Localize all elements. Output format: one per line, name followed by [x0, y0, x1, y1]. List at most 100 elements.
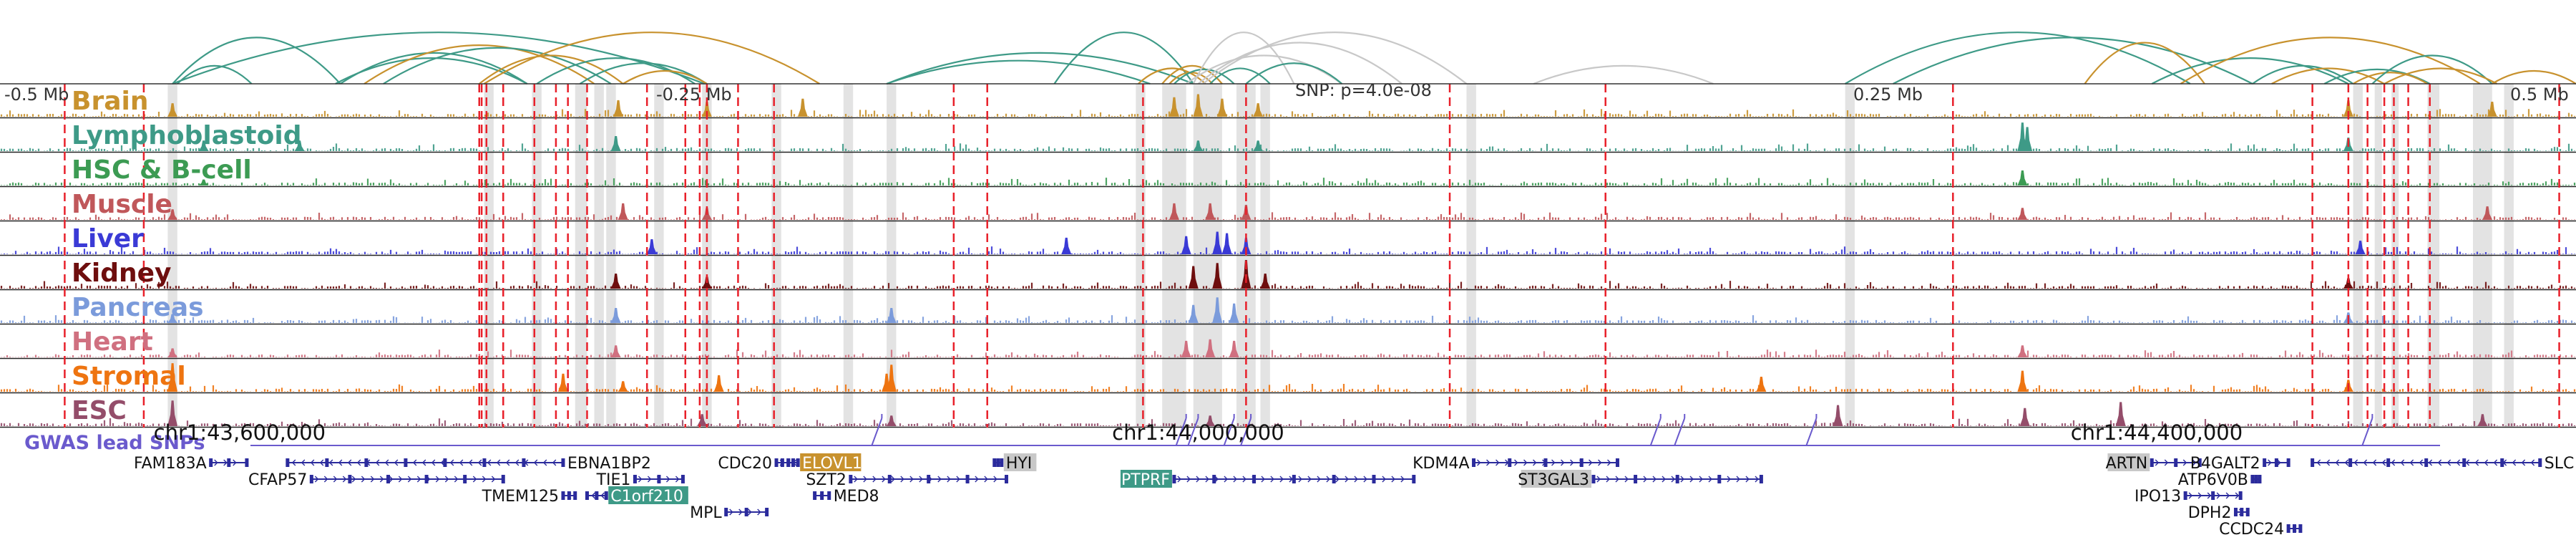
gene-label: ST3GAL3 [1518, 471, 1589, 489]
gwas-snp-marker [1240, 418, 1252, 446]
signal-peak [1205, 339, 1216, 357]
loop-arc [1209, 67, 1271, 85]
gene-label: CCDC24 [2219, 521, 2284, 537]
gene: PTPRF [1120, 470, 1416, 489]
gwas-snp-marker [1187, 418, 1199, 446]
signal-peak [2343, 278, 2353, 289]
signal-peak [1212, 231, 1223, 254]
gene-exon [561, 491, 565, 500]
gene-exon [2258, 475, 2262, 483]
track-signal-noise [0, 212, 2576, 220]
gene-exon [561, 458, 565, 467]
signal-peak [2477, 414, 2488, 426]
signal-peak [167, 363, 178, 392]
loop-arc [1845, 32, 2191, 85]
loop-arc [1197, 42, 1402, 85]
gene-exon [633, 475, 637, 483]
loop-arc [1533, 64, 1714, 85]
track-label: ESC [72, 396, 127, 425]
gwas-snp-marker [1805, 418, 1818, 446]
gene-exon [482, 458, 487, 467]
signal-peak [198, 140, 209, 151]
gene-label: ELOVL1 [802, 455, 862, 473]
loop-arc [1893, 37, 2253, 85]
signal-peak [1169, 203, 1179, 220]
loop-arc [364, 44, 595, 85]
gene-exon [424, 475, 429, 483]
coordinate-label-layer: chr1:43,600,000 chr1:44,000,000 chr1:44,40… [154, 420, 2243, 445]
gene: CFAP57 [248, 471, 505, 489]
loop-arc [172, 37, 341, 85]
gene-label-highlight [800, 453, 862, 471]
gene-exon [604, 491, 608, 500]
gene: B4GALT2 [2190, 455, 2290, 473]
gwas-layer: GWAS lead SNPs [24, 414, 2440, 454]
gene-exon [849, 475, 853, 483]
gene: SZT2 [806, 471, 1009, 489]
gene-label-highlight [1003, 453, 1037, 471]
gene: HYI [992, 453, 1037, 473]
signal-peak [886, 308, 897, 323]
signal-peak [646, 239, 657, 254]
loop-arc [2271, 67, 2385, 85]
coordinate-label: chr1:44,000,000 [1112, 420, 1284, 445]
gene-exon [2462, 458, 2467, 467]
gene-strand-arrows [314, 476, 496, 483]
signal-peak [618, 381, 628, 392]
loop-arc [1192, 32, 1295, 85]
signal-peak [1212, 297, 1223, 323]
track-label: Liver [72, 224, 144, 254]
gene-exon [245, 458, 249, 467]
signal-peak [1833, 405, 1843, 426]
gene-exon [1372, 475, 1376, 483]
gene-exon [2298, 524, 2303, 533]
signal-peak [2343, 100, 2353, 117]
gwas-snp-marker [871, 418, 883, 446]
gene: ELOVL1 [786, 453, 862, 473]
gene-exon [1615, 458, 1619, 467]
signal-peak [167, 314, 178, 323]
gene-exon [2254, 475, 2258, 483]
loop-arc [2352, 72, 2428, 85]
axis-label-left: -0.5 Mb [4, 85, 69, 105]
coordinate-label: chr1:43,600,000 [154, 420, 326, 445]
loop-arc [623, 69, 708, 85]
axis-label-snp: SNP: p=4.0e-08 [1295, 80, 1432, 100]
gene-exon [325, 458, 329, 467]
offset-axis: -0.5 Mb -0.25 Mb SNP: p=4.0e-08 0.25 Mb … [4, 80, 2569, 105]
gene: SLC [2311, 455, 2574, 473]
signal-peak [886, 365, 897, 392]
loop-arc-layer [172, 32, 2576, 85]
signal-peak [294, 140, 305, 151]
gene: C1orf210 [585, 486, 688, 506]
gene: ARTN [2106, 453, 2202, 473]
loop-arc [177, 64, 253, 85]
gene-exon [585, 491, 589, 500]
signal-peak [1181, 236, 1191, 254]
gene-exon [522, 458, 526, 467]
signal-peak [1221, 233, 1232, 254]
signal-peak [610, 136, 621, 151]
gene: TMEM125 [482, 488, 577, 506]
gene-exon [1005, 475, 1009, 483]
gene-label: SZT2 [806, 471, 846, 489]
gene-exon [680, 475, 685, 483]
signal-track-layer [0, 94, 2576, 428]
signal-peak [2355, 241, 2366, 254]
gwas-snp-marker [1674, 418, 1686, 446]
gene: ATP6V0B [2178, 471, 2262, 489]
gene-exon [780, 458, 784, 467]
loop-arc [886, 52, 1194, 85]
gene: TIE1 [596, 471, 685, 489]
gene-exon [386, 475, 391, 483]
gene-exon [765, 508, 769, 516]
track-signal-noise [0, 384, 2576, 392]
signal-peak [2017, 345, 2028, 357]
gene: IPO13 [2135, 488, 2243, 506]
track-label: Brain [72, 87, 148, 116]
loop-arc [1137, 67, 1206, 85]
gene-exon [2238, 491, 2243, 500]
track-label: Stromal [72, 362, 186, 391]
loop-arc [2384, 67, 2498, 85]
